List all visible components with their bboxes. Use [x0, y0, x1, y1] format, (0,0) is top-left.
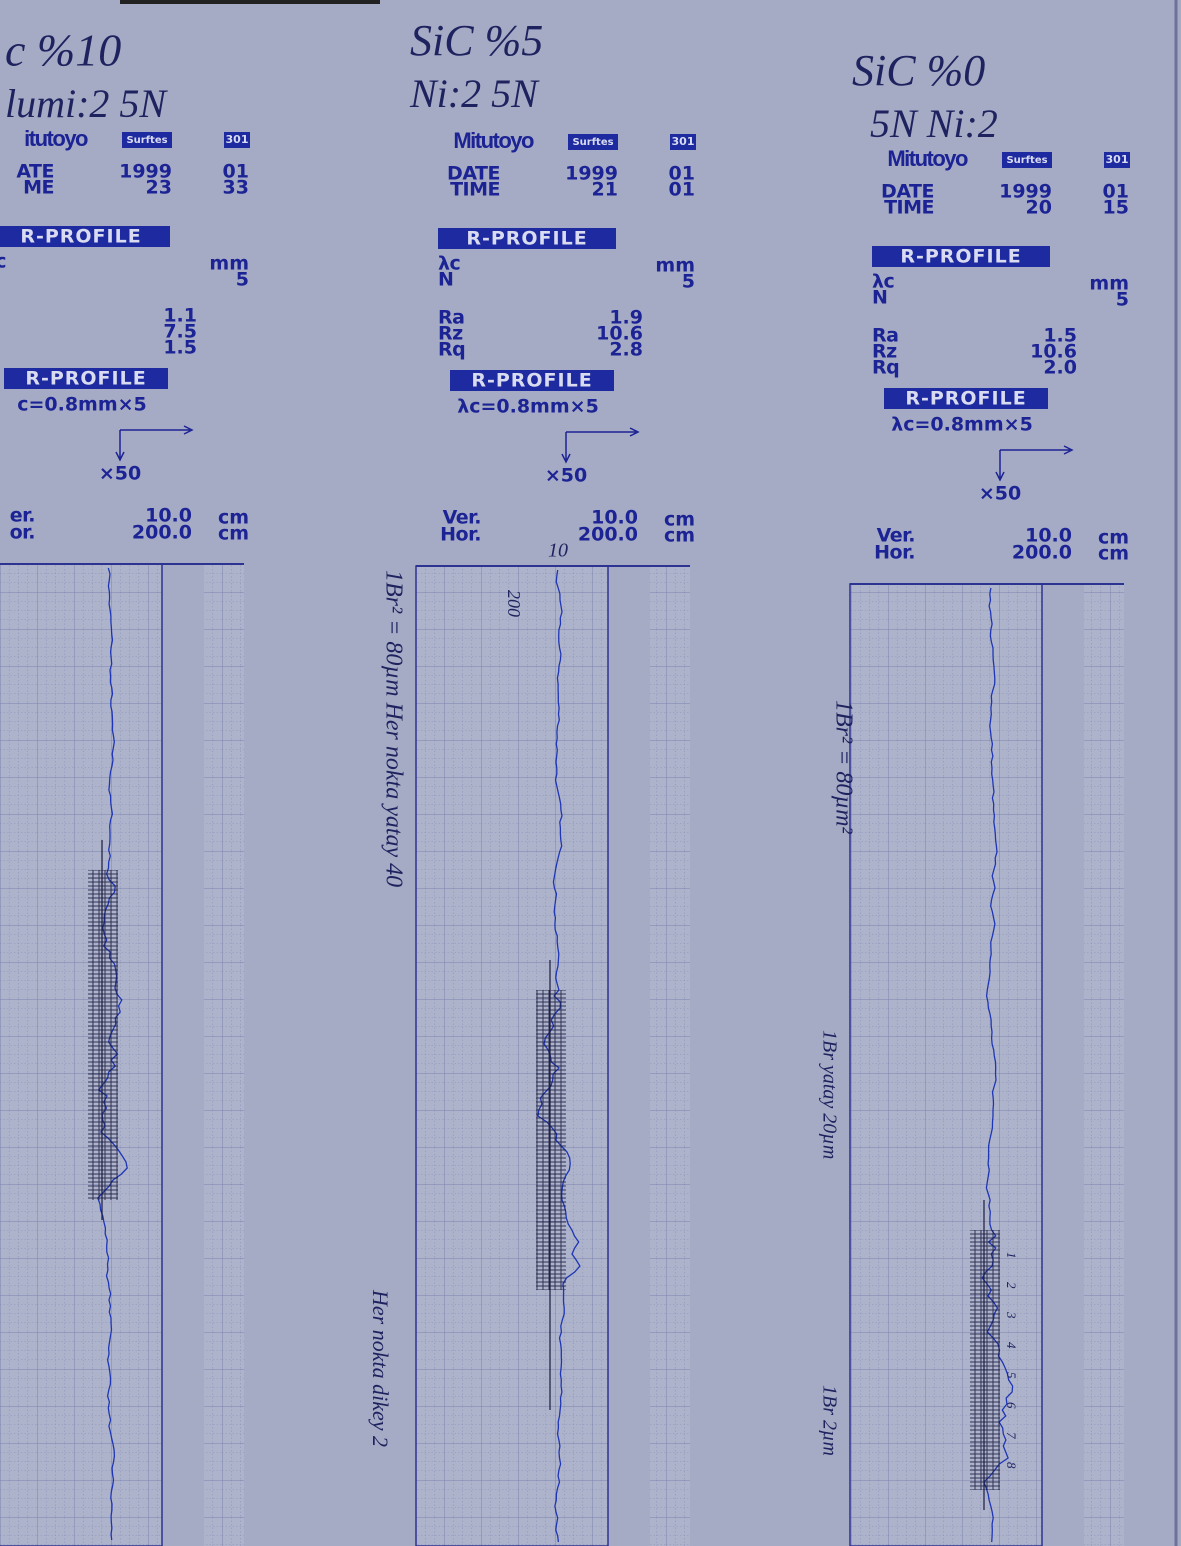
handwritten-note: 6	[1004, 1402, 1019, 1409]
filter: λc=0.8mm×5	[457, 396, 599, 418]
magnification: ×50	[99, 463, 141, 485]
handwritten-title: 5N Ni:2	[870, 101, 998, 146]
margin-grid	[204, 564, 244, 1546]
hor-label: or.	[10, 522, 35, 544]
time-value: 23	[146, 177, 172, 199]
handwritten-note: 7	[1004, 1432, 1019, 1439]
hor-value: 200.0	[1012, 542, 1072, 564]
hatched-peaks	[536, 990, 566, 1290]
n-value: 5	[1116, 289, 1129, 311]
n-label: N	[872, 287, 887, 309]
chart-grid	[0, 564, 162, 1546]
time-label: TIME	[450, 179, 500, 201]
lambda-label: c	[0, 251, 6, 273]
hor-unit: cm	[218, 523, 249, 545]
brand: Mitutoyo	[453, 128, 534, 153]
hor-label: Hor.	[874, 542, 915, 564]
brand: Mitutoyo	[887, 146, 968, 171]
badge-number: 301	[226, 133, 249, 146]
scan: c %10lumi:2 5NitutoyoSurftes301ATEME1999…	[0, 0, 1181, 1546]
handwritten-title: SiC %0	[852, 46, 985, 95]
time-label: TIME	[884, 197, 934, 219]
handwritten-title: c %10	[5, 25, 121, 76]
hor-value: 200.0	[132, 522, 192, 544]
badge-text: Surftes	[1006, 155, 1047, 166]
time-label: ME	[23, 177, 54, 199]
handwritten-note: 1Br yatay 20µm	[818, 1030, 840, 1159]
time-value: 01	[669, 179, 695, 201]
handwritten-note: Her nokta dikey 2	[368, 1289, 393, 1447]
hatched-peaks	[88, 870, 118, 1200]
handwritten-note: 2	[1004, 1282, 1019, 1289]
filter: λc=0.8mm×5	[891, 414, 1033, 436]
filter: c=0.8mm×5	[17, 394, 147, 416]
param-value: 2.8	[609, 339, 643, 361]
filter-header: R-PROFILE	[471, 370, 592, 392]
handwritten-title: lumi:2 5N	[5, 81, 168, 126]
hor-label: Hor.	[440, 524, 481, 546]
handwritten-note: 1Br 2µm	[818, 1385, 840, 1456]
handwritten-note: 8	[1004, 1462, 1019, 1469]
filter-header: R-PROFILE	[905, 388, 1026, 410]
n-value: 5	[236, 269, 249, 291]
hor-unit: cm	[1098, 543, 1129, 565]
chart-grid	[416, 566, 608, 1546]
handwritten-note: 4	[1004, 1342, 1019, 1349]
param-label: Rq	[438, 339, 465, 361]
time-value: 33	[223, 177, 249, 199]
badge-text: Surftes	[572, 137, 613, 148]
hor-unit: cm	[664, 525, 695, 547]
profile-header: R-PROFILE	[900, 246, 1021, 268]
handwritten-title: SiC %5	[410, 16, 543, 65]
time-value: 21	[592, 179, 618, 201]
n-value: 5	[682, 271, 695, 293]
handwritten-note: 10	[548, 540, 568, 562]
handwritten-note: 1Br² = 80µm Her nokta yatay 40	[380, 570, 406, 887]
profile-header: R-PROFILE	[466, 228, 587, 250]
scan-edge	[120, 0, 380, 4]
profile-header: R-PROFILE	[20, 226, 141, 248]
param-label: Rq	[872, 357, 899, 379]
margin-grid	[650, 566, 690, 1546]
param-value: 2.0	[1043, 357, 1077, 379]
handwritten-title: Ni:2 5N	[409, 71, 540, 116]
hor-value: 200.0	[578, 524, 638, 546]
magnification: ×50	[545, 465, 587, 487]
magnification: ×50	[979, 483, 1021, 505]
brand: itutoyo	[24, 126, 88, 151]
time-value: 20	[1026, 197, 1052, 219]
badge-text: Surftes	[126, 135, 167, 146]
hatched-peaks	[970, 1230, 1000, 1490]
handwritten-note: 1	[1004, 1252, 1019, 1259]
badge-number: 301	[1106, 153, 1129, 166]
handwritten-note: 3	[1004, 1311, 1019, 1319]
param-value: 1.5	[163, 337, 197, 359]
filter-header: R-PROFILE	[25, 368, 146, 390]
margin-grid	[1084, 584, 1124, 1546]
badge-number: 301	[672, 135, 695, 148]
handwritten-note: 200	[504, 590, 524, 617]
handwritten-note: 5	[1004, 1372, 1019, 1379]
handwritten-note: 1Br² = 80µm²	[830, 700, 856, 835]
time-value: 15	[1103, 197, 1129, 219]
n-label: N	[438, 269, 453, 291]
